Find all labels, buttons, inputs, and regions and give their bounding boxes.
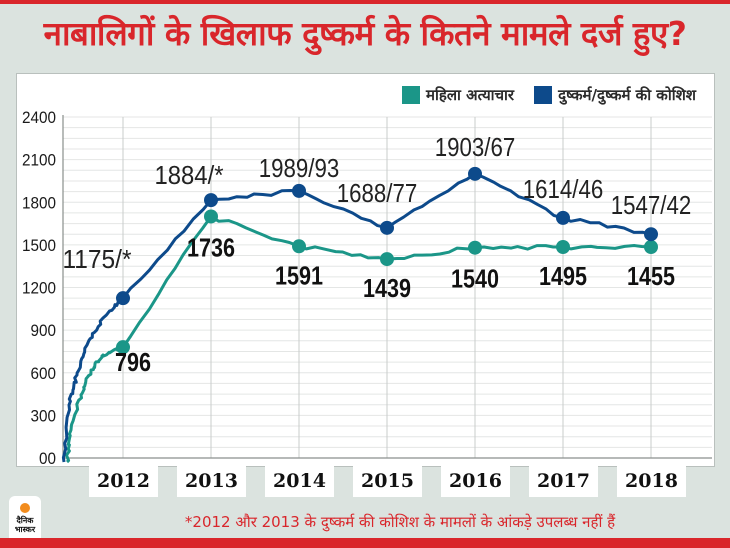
data-label-blue: 1688/77: [337, 178, 418, 208]
data-label-teal: 796: [115, 347, 151, 377]
data-point: [204, 209, 218, 224]
grid: [62, 115, 712, 459]
data-point: [116, 340, 130, 355]
logo-line2: भास्कर: [14, 525, 36, 534]
data-labels: 796 1736 1591 1439 1540 1495 1455 1175/* 1884/* 1…: [63, 132, 692, 377]
data-label-blue: 1614/46: [523, 174, 604, 204]
data-label-blue: 1175/*: [63, 244, 132, 274]
footnote: *2012 और 2013 के दुष्कर्म की कोशिश के मा…: [184, 513, 616, 531]
series-line-1: [61, 172, 652, 463]
series-line-0: [65, 215, 652, 464]
y-tick-label: 300: [31, 406, 57, 425]
data-point: [380, 252, 394, 267]
logo-text: दैनिक भास्कर: [15, 516, 35, 534]
x-tick-label: 2013: [177, 465, 246, 497]
y-tick-label: 900: [31, 321, 57, 340]
y-tick-label: 1800: [22, 193, 56, 212]
y-tick-label: 600: [31, 364, 57, 383]
y-tick-label: 1200: [22, 279, 56, 298]
data-label-blue: 1884/*: [155, 160, 224, 190]
data-label-teal: 1455: [627, 261, 675, 291]
data-label-blue: 1903/67: [435, 132, 516, 162]
legend-label: महिला अत्याचार: [426, 86, 515, 104]
legend-swatch-blue: [534, 86, 553, 104]
data-point: [292, 239, 306, 254]
chart-title: नाबालिगों के खिलाफ दुष्कर्म के कितने माम…: [43, 14, 687, 53]
data-label-teal: 1736: [187, 232, 235, 262]
data-label-teal: 1495: [539, 261, 587, 291]
logo-sun-icon: [20, 503, 30, 513]
data-label-teal: 1439: [363, 273, 411, 303]
data-label-blue: 1989/93: [259, 153, 340, 183]
y-tick-label: 2100: [22, 151, 56, 170]
x-tick-label: 2016: [441, 465, 510, 497]
x-tick-label: 2014: [265, 465, 334, 497]
y-tick-label: 2400: [22, 108, 56, 127]
line-chart: 00 300 600 900 1200 1500 1800 2100 2400 796 1736 1…: [22, 108, 712, 468]
series-points: [116, 166, 658, 355]
logo-line1: दैनिक: [16, 516, 34, 525]
legend-swatch-teal: [402, 86, 421, 104]
x-tick-label: 2015: [353, 465, 422, 497]
data-point: [644, 227, 658, 242]
x-tick-label: 2018: [617, 465, 686, 497]
top-accent-bar: [0, 0, 730, 4]
x-tick-label: 2012: [89, 465, 158, 497]
data-point: [380, 220, 394, 235]
y-tick-label: 1500: [22, 236, 56, 255]
data-point: [204, 193, 218, 208]
legend-item-rape-attempt: दुष्कर्म/दुष्कर्म की कोशिश: [534, 85, 696, 105]
data-point: [468, 166, 482, 181]
data-point: [644, 240, 658, 255]
data-point: [556, 210, 570, 225]
data-point: [116, 291, 130, 306]
legend-item-women-atrocity: महिला अत्याचार: [402, 85, 514, 105]
x-tick-label: 2017: [529, 465, 598, 497]
data-label-teal: 1540: [451, 264, 499, 294]
data-label-blue: 1547/42: [611, 190, 692, 220]
data-point: [292, 183, 306, 198]
bottom-accent-bar: [0, 538, 730, 548]
y-tick-label: 00: [39, 449, 56, 468]
series-lines: [61, 172, 652, 464]
data-point: [556, 240, 570, 255]
data-label-teal: 1591: [275, 260, 323, 290]
legend: महिला अत्याचार दुष्कर्म/दुष्कर्म की कोशि…: [402, 83, 696, 107]
legend-label: दुष्कर्म/दुष्कर्म की कोशिश: [558, 86, 696, 104]
data-point: [468, 240, 482, 255]
y-axis-ticks: 00 300 600 900 1200 1500 1800 2100 2400: [22, 108, 56, 468]
